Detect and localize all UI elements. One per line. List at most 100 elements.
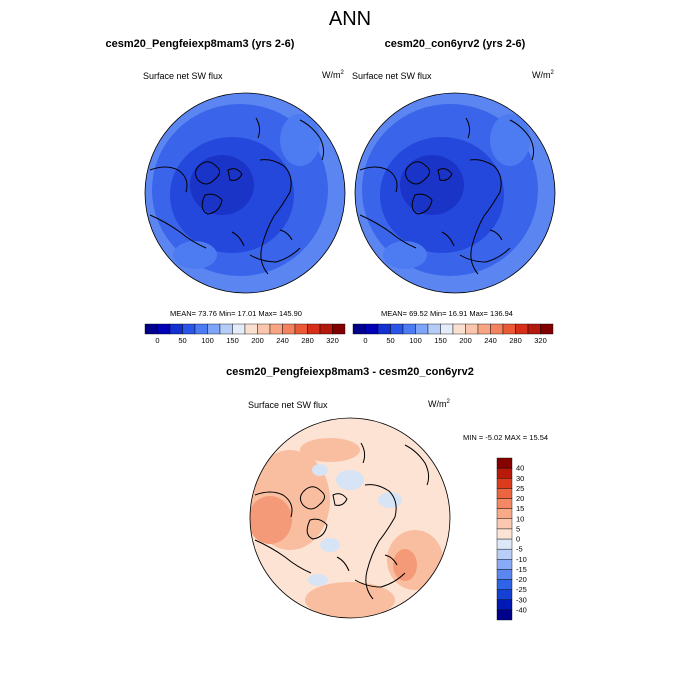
colorbar-1-tick-label: 150: [226, 336, 239, 345]
colorbar-diff-swatch: [496, 599, 513, 611]
panel-1-units: W/m2: [322, 70, 344, 80]
colorbar-1-tick-label: 50: [178, 336, 186, 345]
colorbar-1-tick-label: 240: [276, 336, 289, 345]
colorbar-2-tick-label: 0: [363, 336, 367, 345]
colorbar-2-tick-label: 200: [459, 336, 472, 345]
colorbar-diff-swatch: [496, 589, 513, 600]
colorbar-diff-tick-label: -25: [516, 585, 527, 594]
diff-field-positive: [300, 438, 360, 462]
colorbar-diff-swatch: [496, 498, 513, 509]
colorbar-1-tick-label: 320: [326, 336, 339, 345]
colorbar-1-swatch: [332, 323, 346, 335]
map-2-coastlines: [359, 117, 535, 275]
colorbar-2-tick-label: 100: [409, 336, 422, 345]
colorbar-2-tick-label: 50: [386, 336, 394, 345]
colorbar-diff-tick-label: -15: [516, 565, 527, 574]
diff-field-negative: [312, 464, 328, 476]
panel-2-title: cesm20_con6yrv2 (yrs 2-6): [384, 38, 526, 50]
colorbar-diff-tick-label: 25: [516, 484, 524, 493]
page-title: ANN: [328, 8, 372, 30]
colorbar-diff-swatch: [496, 569, 513, 580]
colorbar-2-swatch: [377, 323, 391, 335]
colorbar-diff-swatch: [496, 538, 513, 550]
colorbar-2-tick-label: 240: [484, 336, 497, 345]
map-1-field-patch: [173, 241, 217, 269]
map-1-border: [144, 92, 346, 294]
colorbar-2-swatch: [365, 323, 379, 335]
colorbar-1-tick-label: 200: [251, 336, 264, 345]
colorbar-1-swatch: [257, 323, 271, 335]
colorbar-2-swatch: [527, 323, 541, 335]
diff-field-negative: [308, 574, 328, 586]
panel-2-units: W/m2: [532, 70, 554, 80]
colorbar-1-tick-label: 100: [201, 336, 214, 345]
colorbar-diff-tick-label: 10: [516, 514, 524, 523]
colorbar-2-tick-label: 150: [434, 336, 447, 345]
diff-field-positive: [305, 582, 395, 618]
colorbar-diff-swatch: [496, 518, 513, 530]
colorbar-diff-swatch: [496, 579, 513, 590]
map-1-coastlines: [149, 117, 325, 275]
diff-panel-title: cesm20_Pengfeiexp8mam3 - cesm20_con6yrv2: [226, 366, 474, 378]
diff-field-negative: [378, 492, 402, 508]
colorbar-diff-tick-label: -40: [516, 605, 527, 614]
colorbar-2-swatch: [477, 323, 491, 335]
colorbar-1-swatch: [294, 323, 308, 335]
colorbar-diff-tick-label: 0: [516, 535, 520, 544]
colorbar-1-swatch: [157, 323, 171, 335]
colorbar-2-swatch: [540, 323, 554, 335]
map-2-field-patch: [383, 241, 427, 269]
colorbar-1-swatch: [182, 323, 196, 335]
colorbar-2-swatch: [390, 323, 404, 335]
diff-field-positive-strong: [250, 496, 292, 544]
diff-field-negative: [320, 538, 340, 552]
panel-1-title: cesm20_Pengfeiexp8mam3 (yrs 2-6): [105, 38, 295, 50]
colorbar-diff-tick-label: 15: [516, 504, 524, 513]
colorbar-1-swatch: [207, 323, 221, 335]
colorbar-diff-swatch: [496, 609, 513, 621]
colorbar-diff-swatch: [496, 528, 513, 540]
diff-panel-units: W/m2: [428, 399, 450, 409]
map-panel-1: [145, 93, 345, 293]
colorbar-diff-tick-label: -20: [516, 575, 527, 584]
colorbar-1-tick-label: 0: [155, 336, 159, 345]
panel-1-variable: Surface net SW flux: [143, 71, 223, 81]
colorbar-2-swatch: [415, 323, 429, 335]
colorbar-2-swatch: [402, 323, 416, 335]
colorbar-diff-swatch: [496, 457, 513, 469]
colorbar-1-swatch: [244, 323, 258, 335]
map-panel-2: [355, 93, 555, 293]
diff-panel-stats: MIN = -5.02 MAX = 15.54: [463, 433, 549, 442]
map-panel-diff: [250, 418, 450, 618]
panel-2-stats: MEAN= 69.52 Min= 16.91 Max= 136.94: [381, 309, 513, 318]
colorbar-diff-swatch: [496, 548, 513, 560]
colorbar-1-swatch: [232, 323, 246, 335]
colorbar-diff-swatch: [496, 478, 513, 489]
map-2-field-core: [400, 155, 464, 215]
colorbar-2-swatch: [452, 323, 466, 335]
map-2-border: [354, 92, 556, 294]
colorbar-1-swatch: [282, 323, 296, 335]
colorbar-2-tick-label: 280: [509, 336, 522, 345]
colorbar-1-swatch: [144, 323, 158, 335]
colorbar-diff-swatch: [496, 508, 513, 519]
colorbar-1-swatch: [194, 323, 208, 335]
colorbar-1-swatch: [269, 323, 283, 335]
colorbar-diff-swatch: [496, 488, 513, 499]
colorbar-diff-tick-label: -10: [516, 555, 527, 564]
map-1-field-core: [190, 155, 254, 215]
map-2-field-patch: [490, 114, 530, 166]
colorbar-2-swatch: [352, 323, 366, 335]
colorbar-diff-swatch: [496, 559, 513, 570]
map-1-field-patch: [280, 114, 320, 166]
diff-field-negative: [336, 470, 364, 490]
diff-field-positive-strong: [393, 549, 417, 581]
colorbar-1-swatch: [307, 323, 321, 335]
colorbar-diff-tick-label: 30: [516, 474, 524, 483]
colorbar-1-swatch: [169, 323, 183, 335]
diff-panel-variable: Surface net SW flux: [248, 400, 328, 410]
colorbar-2-tick-label: 320: [534, 336, 547, 345]
colorbar-2: 0 50 100 150 200 240 280 320: [352, 323, 554, 345]
colorbar-diff-swatch: [496, 467, 513, 479]
